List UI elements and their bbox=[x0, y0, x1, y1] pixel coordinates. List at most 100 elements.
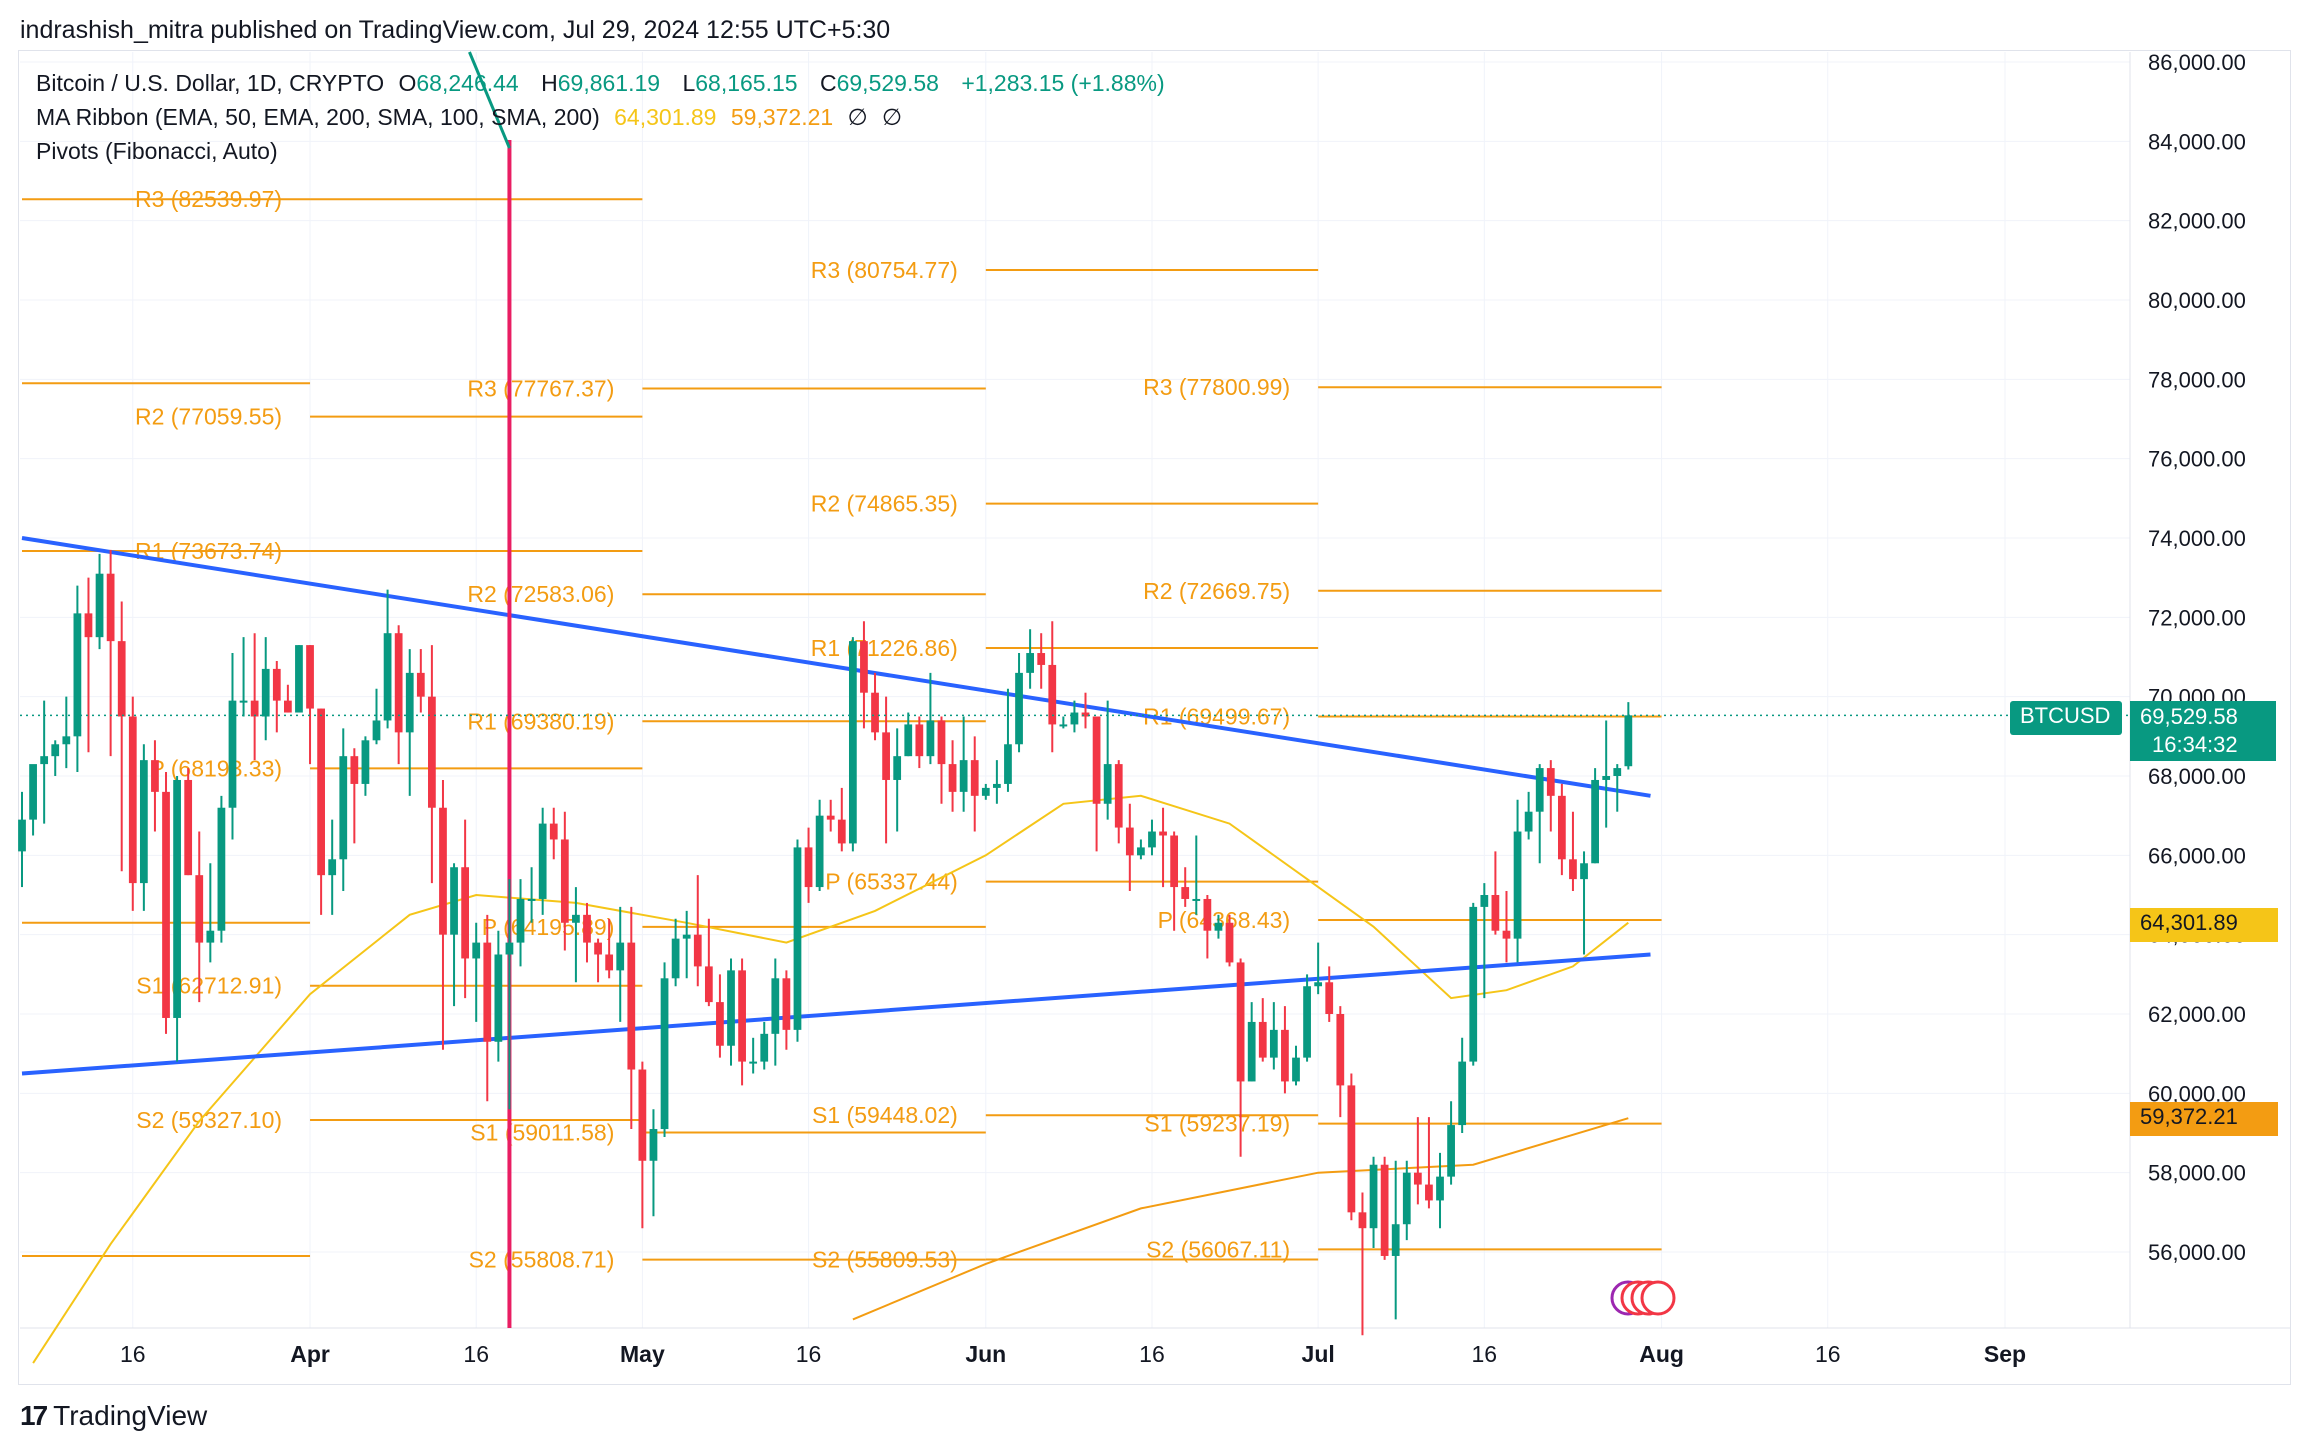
candle-body bbox=[1602, 776, 1611, 780]
pivots-legend[interactable]: Pivots (Fibonacci, Auto) bbox=[36, 138, 286, 165]
candle bbox=[450, 863, 458, 1007]
candle-body bbox=[1026, 653, 1034, 673]
candle bbox=[1214, 914, 1223, 939]
ma-ribbon-legend[interactable]: MA Ribbon (EMA, 50, EMA, 200, SMA, 100, … bbox=[36, 104, 910, 131]
candle-body bbox=[1247, 1021, 1256, 1082]
candle-body bbox=[981, 787, 990, 796]
candle bbox=[1070, 700, 1079, 733]
pivot-level-label: R3 (77800.99) bbox=[1143, 374, 1290, 400]
candle bbox=[1137, 839, 1145, 860]
candle-body bbox=[239, 700, 248, 703]
candle bbox=[1402, 1160, 1411, 1241]
candle-body bbox=[339, 756, 348, 860]
candle bbox=[1258, 998, 1267, 1062]
candle bbox=[1192, 835, 1201, 915]
candle-body bbox=[306, 645, 314, 709]
candle bbox=[361, 736, 370, 796]
tradingview-footer[interactable]: 17 TradingView bbox=[20, 1400, 207, 1432]
candle-body bbox=[1613, 768, 1622, 776]
candle bbox=[837, 787, 846, 852]
pivot-level-label: S2 (56067.11) bbox=[1146, 1236, 1290, 1262]
candle bbox=[1535, 764, 1544, 864]
candle-body bbox=[505, 942, 514, 955]
candle-body bbox=[472, 942, 481, 959]
candle bbox=[239, 637, 248, 717]
candle-body bbox=[804, 847, 813, 888]
candle-body bbox=[638, 1069, 647, 1161]
pivot-level-label: S1 (59011.58) bbox=[470, 1120, 614, 1146]
candle bbox=[106, 549, 115, 757]
y-tick-label: 84,000.00 bbox=[2148, 129, 2246, 154]
candle bbox=[826, 799, 835, 832]
candle bbox=[1480, 883, 1489, 999]
candle-body bbox=[128, 716, 137, 884]
candle bbox=[1314, 942, 1323, 995]
candle-body bbox=[1059, 724, 1068, 727]
candle bbox=[128, 696, 137, 911]
candle bbox=[1458, 1037, 1467, 1133]
candle-body bbox=[1491, 895, 1500, 931]
candle bbox=[926, 672, 935, 765]
candle-body bbox=[1214, 922, 1223, 931]
candle-body bbox=[195, 875, 204, 943]
candle-body bbox=[1546, 768, 1555, 796]
x-tick-label: Jul bbox=[1302, 1341, 1335, 1367]
candle-body bbox=[871, 692, 879, 733]
candle bbox=[1436, 1152, 1444, 1229]
candle bbox=[970, 736, 979, 832]
candle bbox=[1624, 702, 1633, 770]
candle bbox=[272, 660, 281, 733]
candle-body bbox=[450, 867, 458, 935]
candle bbox=[1125, 803, 1134, 892]
x-tick-label: 16 bbox=[1472, 1341, 1498, 1367]
low-value: 68,165.15 bbox=[695, 70, 798, 96]
ema200-price-tag: 59,372.21 bbox=[2130, 1102, 2278, 1136]
pivot-level-label: R3 (77767.37) bbox=[467, 376, 614, 402]
candle bbox=[1447, 1101, 1455, 1185]
symbol-legend[interactable]: Bitcoin / U.S. Dollar, 1D, CRYPTO O68,24… bbox=[36, 70, 1173, 97]
candle bbox=[538, 807, 547, 915]
candle bbox=[1524, 791, 1533, 840]
tradingview-logo-icon: 17 bbox=[20, 1400, 48, 1431]
candle-body bbox=[1425, 1184, 1433, 1201]
candle-body bbox=[1535, 768, 1544, 812]
candle-body bbox=[1137, 847, 1145, 856]
candle-body bbox=[1092, 716, 1101, 804]
candle-body bbox=[1236, 962, 1245, 1082]
y-tick-label: 58,000.00 bbox=[2148, 1161, 2246, 1186]
candle bbox=[228, 653, 237, 840]
candle-body bbox=[516, 898, 525, 943]
candle-body bbox=[527, 898, 536, 901]
candle-body bbox=[295, 645, 303, 713]
chart-frame[interactable] bbox=[18, 50, 2291, 1385]
candle-body bbox=[682, 934, 691, 939]
candle bbox=[1391, 1160, 1400, 1320]
candle bbox=[1513, 799, 1522, 963]
candle bbox=[727, 958, 735, 1066]
candle-body bbox=[1192, 898, 1201, 901]
candle bbox=[195, 831, 204, 1003]
candle-body bbox=[693, 934, 702, 967]
candle bbox=[804, 827, 813, 903]
candle bbox=[716, 974, 724, 1058]
candle bbox=[283, 684, 292, 713]
candle bbox=[1015, 653, 1023, 753]
candle-body bbox=[383, 633, 392, 721]
candle-body bbox=[40, 756, 49, 765]
candle-body bbox=[1292, 1057, 1300, 1082]
ema200-line bbox=[852, 1117, 1629, 1321]
x-tick-label: 16 bbox=[1139, 1341, 1165, 1367]
candle-body bbox=[372, 720, 381, 741]
candle-body bbox=[649, 1129, 658, 1161]
candle-body bbox=[350, 756, 359, 784]
candle bbox=[1281, 1006, 1289, 1094]
pivot-level-label: P (64368.43) bbox=[1158, 907, 1291, 933]
candle-body bbox=[1203, 898, 1212, 931]
candle-body bbox=[1159, 831, 1167, 836]
trendline-lower bbox=[21, 952, 1651, 1076]
candle bbox=[760, 1021, 769, 1070]
candle bbox=[560, 811, 569, 951]
candle-body bbox=[261, 668, 270, 717]
candle-body bbox=[549, 823, 558, 840]
